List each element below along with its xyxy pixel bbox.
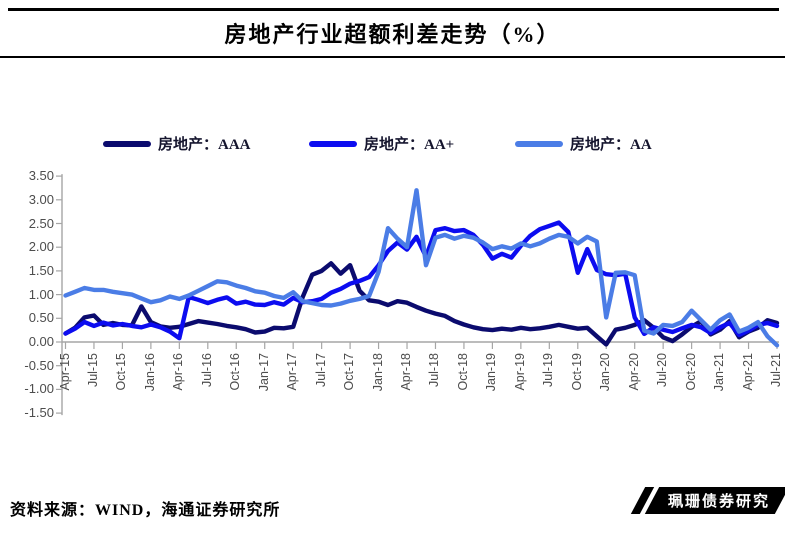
legend-swatch-aaa <box>103 140 151 147</box>
x-axis-tick-label: Apr-21 <box>740 353 755 391</box>
chart-title: 房地产行业超额利差走势（%） <box>224 22 561 47</box>
legend-item-aa: 房地产：AA <box>515 133 721 154</box>
x-axis-tick-label: Jul-21 <box>769 353 783 388</box>
legend-item-aa-plus: 房地产：AA+ <box>309 133 515 154</box>
top-divider <box>8 8 779 11</box>
y-axis-tick-label: 2.00 <box>28 239 54 255</box>
title-divider <box>0 56 785 58</box>
chart-legend: 房地产：AAA 房地产：AA+ 房地产：AA <box>103 133 721 154</box>
y-axis-tick-label: -0.50 <box>24 357 54 373</box>
x-axis-tick-label: Apr-19 <box>512 353 527 391</box>
x-axis-tick-label: Jul-16 <box>199 353 214 388</box>
watermark-banner: 珮珊债券研究 <box>644 487 785 514</box>
y-axis-tick-label: 0.00 <box>28 334 54 349</box>
x-axis-tick-label: Oct-15 <box>114 353 129 391</box>
x-axis-tick-label: Apr-16 <box>171 353 186 391</box>
y-axis-tick-label: 1.00 <box>28 286 54 302</box>
y-axis-tick-label: 2.50 <box>28 215 54 231</box>
x-axis-tick-label: Jul-15 <box>85 353 100 388</box>
x-axis-tick-label: Oct-19 <box>569 353 584 391</box>
x-axis-tick-label: Jul-20 <box>655 353 670 388</box>
x-axis-tick-label: Jul-17 <box>313 353 328 388</box>
source-note: 资料来源：WIND，海通证券研究所 <box>10 502 281 519</box>
legend-swatch-aa-plus <box>309 140 357 147</box>
x-axis-tick-label: Oct-20 <box>683 353 698 391</box>
x-axis-tick-label: Apr-20 <box>626 353 641 391</box>
x-axis-tick-label: Oct-16 <box>228 353 243 391</box>
y-axis-tick-label: 3.50 <box>28 168 54 184</box>
y-axis-tick-label: 3.00 <box>28 191 54 207</box>
x-axis-tick-label: Jan-21 <box>712 353 727 392</box>
legend-item-aaa: 房地产：AAA <box>103 133 309 154</box>
y-axis-tick-label: 0.50 <box>28 310 54 326</box>
x-axis-tick-label: Apr-18 <box>399 353 414 391</box>
watermark-text: 珮珊债券研究 <box>667 493 770 510</box>
x-axis-tick-label: Oct-18 <box>455 353 470 391</box>
legend-label-aa-plus: 房地产：AA+ <box>364 137 455 153</box>
x-axis-tick-label: Jan-16 <box>142 353 157 392</box>
x-axis-tick-label: Jul-18 <box>427 353 442 388</box>
x-axis-tick-label: Jul-19 <box>541 353 556 388</box>
y-axis-tick-label: -1.00 <box>24 381 54 397</box>
x-axis-tick-label: Apr-15 <box>57 353 72 391</box>
legend-label-aaa: 房地产：AAA <box>158 137 251 153</box>
y-axis-tick-label: -1.50 <box>24 405 54 421</box>
x-axis-tick-label: Jan-20 <box>598 353 613 392</box>
x-axis-tick-label: Jan-19 <box>484 353 499 392</box>
x-axis-tick-label: Jan-17 <box>256 353 271 392</box>
brand-watermark: 珮珊债券研究 <box>630 487 785 514</box>
x-axis-tick-label: Apr-17 <box>285 353 300 391</box>
legend-swatch-aa <box>515 140 563 147</box>
x-axis-tick-label: Jan-18 <box>370 353 385 392</box>
legend-label-aa: 房地产：AA <box>570 137 652 153</box>
x-axis-tick-label: Oct-17 <box>342 353 357 391</box>
y-axis-tick-label: 1.50 <box>28 262 54 278</box>
series-line-aa <box>63 188 780 348</box>
